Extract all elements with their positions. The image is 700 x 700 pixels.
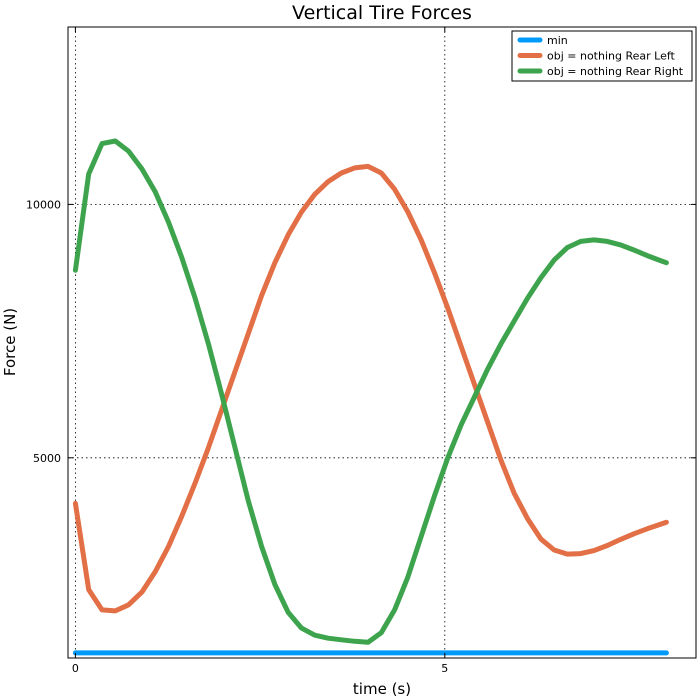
y-tick-label: 10000	[26, 198, 61, 211]
legend-label: obj = nothing Rear Right	[547, 65, 684, 78]
plot-series	[72, 138, 669, 656]
legend: min obj = nothing Rear Left obj = nothing …	[511, 30, 693, 82]
legend-items: min obj = nothing Rear Left obj = nothing …	[517, 34, 684, 78]
plot-frame	[67, 26, 697, 659]
legend-label: obj = nothing Rear Left	[547, 50, 676, 63]
legend-label: min	[547, 34, 568, 47]
chart-title: Vertical Tire Forces	[292, 2, 472, 24]
series-line-2	[72, 138, 669, 645]
series-line-1	[72, 163, 669, 614]
axis-ticks: 0 5 5000 10000	[26, 27, 696, 675]
y-tick-label: 5000	[33, 452, 61, 465]
x-axis-label: time (s)	[353, 680, 411, 698]
y-axis-label: Force (N)	[1, 308, 19, 376]
x-tick-label: 0	[72, 662, 79, 675]
grid-lines	[68, 27, 696, 658]
x-tick-label: 5	[441, 662, 448, 675]
